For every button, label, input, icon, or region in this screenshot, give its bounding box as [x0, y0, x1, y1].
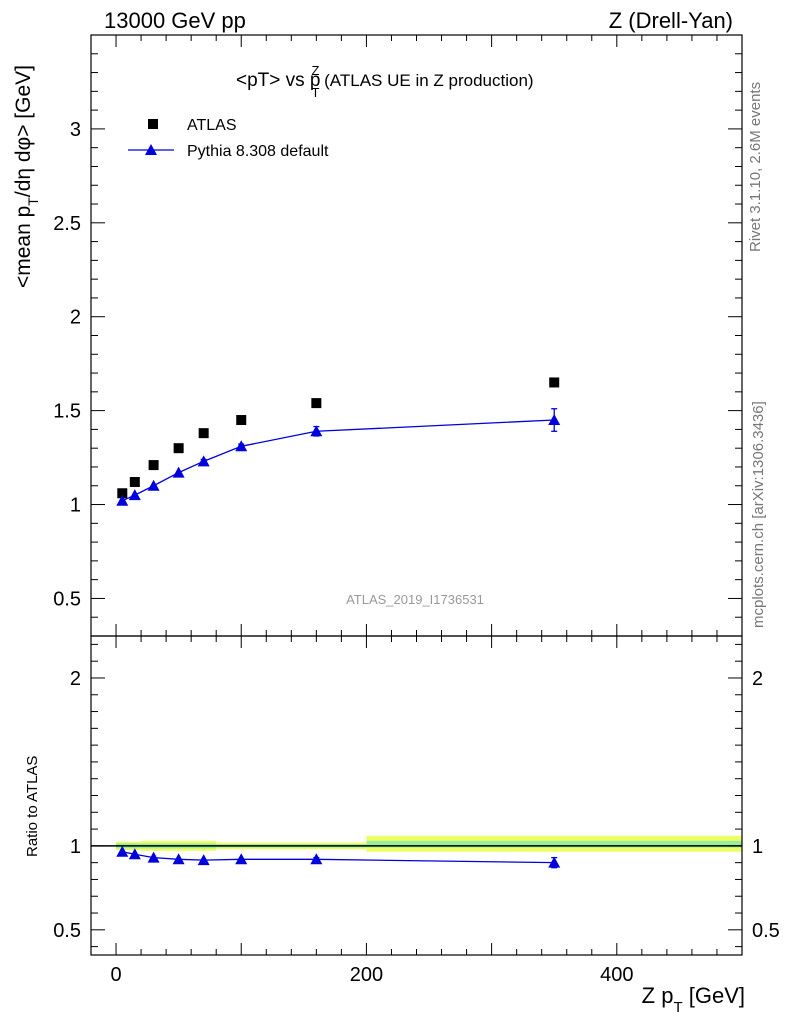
- main-ylabel-sub: T: [25, 197, 41, 206]
- atlas-point: [148, 460, 159, 471]
- x-tick-label: 0: [110, 964, 121, 986]
- atlas-point: [311, 398, 322, 409]
- mc-ratio-point: [128, 848, 141, 860]
- mc-main-point: [128, 489, 141, 501]
- main-y-tick-label: 1: [70, 495, 81, 517]
- mc-main-point: [548, 414, 561, 426]
- main-ylabel-mid: /dη dφ> [GeV]: [12, 65, 35, 197]
- ratio-y-tick-label-left: 1: [70, 836, 81, 858]
- ratio-y-tick-label-right: 1: [752, 836, 763, 858]
- analysis-label: ATLAS_2019_I1736531: [346, 592, 484, 607]
- xlabel: Z pT [GeV]: [642, 983, 745, 1016]
- mc-ratio-point: [147, 851, 160, 863]
- ratio-band-inner-3: [366, 840, 742, 848]
- plot-title-sup: Z: [312, 63, 320, 78]
- mc-ratio-point: [116, 845, 129, 857]
- mcplots-label: mcplots.cern.ch [arXiv:1306.3436]: [750, 401, 767, 628]
- ratio-frame: [90, 635, 743, 956]
- main-ylabel: <mean pT/dη dφ> [GeV]: [12, 65, 41, 288]
- legend-atlas-marker: [148, 119, 158, 129]
- ratio-y-tick-label-left: 2: [70, 668, 81, 690]
- mc-main-point: [310, 425, 323, 437]
- legend-atlas-label: ATLAS: [187, 117, 237, 134]
- x-tick-label: 200: [350, 964, 383, 986]
- atlas-point: [236, 415, 247, 426]
- atlas-point: [173, 443, 184, 454]
- mc-main-line: [122, 419, 555, 502]
- x-tick-label: 400: [600, 964, 633, 986]
- mc-main-point: [197, 455, 210, 467]
- mc-main-point: [147, 479, 160, 491]
- mc-main-point: [116, 494, 129, 506]
- mc-ratio-line: [122, 851, 555, 864]
- ratio-y-tick-label-right: 2: [752, 668, 763, 690]
- mc-ratio-point: [235, 853, 248, 865]
- xlabel-pre: Z p: [642, 983, 674, 1008]
- ratio-y-tick-label-right: 0.5: [752, 920, 780, 942]
- legend: ATLAS Pythia 8.308 default: [128, 117, 329, 160]
- atlas-point: [117, 488, 128, 499]
- mc-ratio-point: [548, 856, 561, 868]
- ratio-bands: [91, 835, 742, 852]
- legend-mc-marker: [145, 144, 157, 155]
- axes: 0 200 400 0.5 1 1.5 2 2.5 3 0.5 0.5 1 1 2 2: [53, 34, 780, 986]
- ratio-y-tick-label-left: 0.5: [53, 920, 81, 942]
- mc-ratio-point: [310, 853, 323, 865]
- mc-ratio-point: [172, 853, 185, 865]
- main-y-tick-label: 1.5: [53, 401, 81, 423]
- xlabel-post: [GeV]: [683, 983, 745, 1008]
- plot-title: <pT> vs pZ T (ATLAS UE in Z production): [236, 63, 534, 100]
- atlas-point: [198, 428, 209, 439]
- header-right: Z (Drell-Yan): [609, 8, 733, 33]
- rivet-label: Rivet 3.1.10, 2.6M events: [747, 82, 764, 252]
- main-y-tick-label: 2.5: [53, 213, 81, 235]
- main-y-tick-label: 3: [70, 119, 81, 141]
- plot-title-suffix: (ATLAS UE in Z production): [319, 71, 533, 90]
- ratio-ylabel: Ratio to ATLAS: [24, 756, 41, 857]
- atlas-point: [129, 476, 140, 487]
- header-left: 13000 GeV pp: [104, 8, 246, 33]
- mc-main-point: [172, 466, 185, 478]
- mc-main-point: [235, 440, 248, 452]
- plot-title-main: <pT> vs p: [236, 70, 321, 91]
- data-marks: [116, 377, 561, 869]
- mc-ratio-point: [197, 854, 210, 866]
- atlas-point: [549, 377, 560, 388]
- main-y-tick-label: 2: [70, 307, 81, 329]
- main-ylabel-pre: <mean p: [12, 206, 35, 288]
- main-y-tick-label: 0.5: [53, 588, 81, 610]
- xlabel-sub: T: [673, 999, 682, 1016]
- legend-mc-label: Pythia 8.308 default: [187, 143, 329, 160]
- plot-title-sub: T: [311, 85, 319, 100]
